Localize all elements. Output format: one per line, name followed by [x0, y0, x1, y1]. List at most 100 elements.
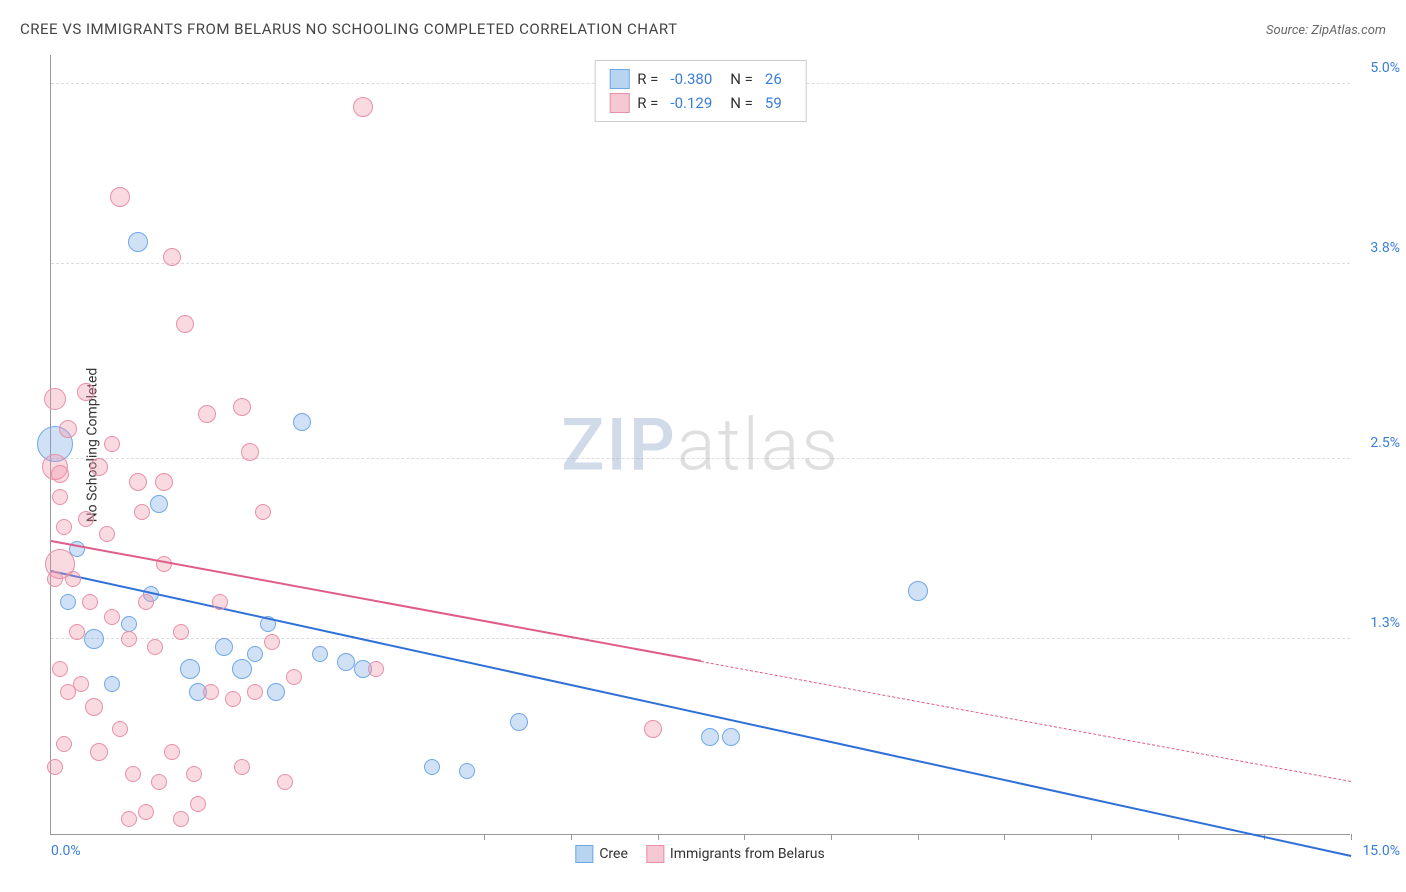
x-tick — [1091, 834, 1092, 840]
scatter-point-cree — [121, 616, 137, 632]
scatter-point-belarus — [47, 759, 63, 775]
source-attribution: Source: ZipAtlas.com — [1266, 23, 1386, 38]
legend-swatch — [575, 845, 593, 863]
x-tick — [658, 834, 659, 840]
scatter-point-belarus — [52, 489, 68, 505]
scatter-point-belarus — [353, 97, 373, 117]
scatter-point-cree — [337, 653, 355, 671]
y-tick-label: 3.8% — [1370, 240, 1400, 256]
series-legend: CreeImmigrants from Belarus — [575, 845, 824, 863]
watermark: ZIPatlas — [561, 402, 840, 487]
scatter-point-belarus — [173, 811, 189, 827]
x-tick — [571, 834, 572, 840]
scatter-point-belarus — [225, 691, 241, 707]
scatter-point-belarus — [47, 571, 63, 587]
scatter-point-belarus — [134, 504, 150, 520]
scatter-point-cree — [293, 413, 311, 431]
scatter-point-belarus — [44, 388, 66, 410]
scatter-point-belarus — [644, 720, 662, 738]
scatter-point-belarus — [121, 811, 137, 827]
x-tick — [484, 834, 485, 840]
scatter-point-belarus — [99, 526, 115, 542]
scatter-point-belarus — [190, 796, 206, 812]
scatter-point-belarus — [286, 669, 302, 685]
scatter-point-belarus — [77, 383, 95, 401]
scatter-point-belarus — [56, 519, 72, 535]
scatter-point-cree — [908, 581, 928, 601]
scatter-point-belarus — [65, 571, 81, 587]
x-tick — [744, 834, 745, 840]
scatter-point-cree — [60, 594, 76, 610]
chart-title: CREE VS IMMIGRANTS FROM BELARUS NO SCHOO… — [20, 20, 678, 38]
scatter-point-belarus — [90, 743, 108, 761]
scatter-point-belarus — [277, 774, 293, 790]
scatter-point-belarus — [51, 465, 69, 483]
scatter-point-belarus — [198, 405, 216, 423]
scatter-point-belarus — [155, 473, 173, 491]
x-tick-label: 15.0% — [1362, 843, 1400, 859]
scatter-point-belarus — [234, 759, 250, 775]
legend-swatch — [609, 93, 629, 113]
scatter-point-belarus — [82, 594, 98, 610]
scatter-point-cree — [247, 646, 263, 662]
legend-row-belarus: R = -0.129N = 59 — [609, 91, 792, 115]
scatter-point-belarus — [104, 609, 120, 625]
scatter-point-cree — [424, 759, 440, 775]
trend-line — [701, 661, 1351, 782]
scatter-point-cree — [510, 713, 528, 731]
y-tick-label: 1.3% — [1370, 615, 1400, 631]
y-tick-label: 2.5% — [1370, 435, 1400, 451]
scatter-point-cree — [150, 495, 168, 513]
scatter-point-cree — [180, 659, 200, 679]
scatter-point-belarus — [368, 661, 384, 677]
legend-row-cree: R = -0.380N = 26 — [609, 67, 792, 91]
scatter-point-belarus — [255, 504, 271, 520]
scatter-point-belarus — [112, 721, 128, 737]
scatter-point-belarus — [176, 315, 194, 333]
scatter-point-belarus — [73, 676, 89, 692]
x-tick — [918, 834, 919, 840]
legend-swatch — [646, 845, 664, 863]
scatter-point-belarus — [147, 639, 163, 655]
scatter-point-belarus — [163, 248, 181, 266]
scatter-point-belarus — [56, 736, 72, 752]
y-tick-label: 5.0% — [1370, 60, 1400, 76]
scatter-point-belarus — [233, 398, 251, 416]
scatter-point-cree — [459, 763, 475, 779]
scatter-point-belarus — [138, 804, 154, 820]
scatter-point-belarus — [125, 766, 141, 782]
trend-line — [51, 570, 1351, 857]
scatter-point-belarus — [247, 684, 263, 700]
scatter-point-belarus — [52, 661, 68, 677]
scatter-point-cree — [701, 728, 719, 746]
scatter-point-belarus — [164, 744, 180, 760]
gridline — [51, 638, 1350, 639]
gridline — [51, 263, 1350, 264]
scatter-point-cree — [84, 629, 104, 649]
legend-item-belarus: Immigrants from Belarus — [646, 845, 825, 863]
x-tick — [831, 834, 832, 840]
scatter-point-cree — [104, 676, 120, 692]
x-tick — [1351, 834, 1352, 840]
scatter-point-belarus — [173, 624, 189, 640]
scatter-point-belarus — [110, 187, 130, 207]
legend-swatch — [609, 69, 629, 89]
scatter-point-cree — [267, 683, 285, 701]
chart-container: No Schooling Completed ZIPatlas R = -0.3… — [50, 55, 1350, 835]
scatter-point-cree — [128, 232, 148, 252]
scatter-point-cree — [232, 659, 252, 679]
x-tick — [1004, 834, 1005, 840]
x-tick-label: 0.0% — [51, 843, 81, 859]
scatter-point-belarus — [241, 443, 259, 461]
scatter-point-belarus — [138, 594, 154, 610]
plot-area: ZIPatlas R = -0.380N = 26R = -0.129N = 5… — [50, 55, 1350, 835]
scatter-point-belarus — [85, 698, 103, 716]
scatter-point-belarus — [264, 634, 280, 650]
scatter-point-belarus — [69, 624, 85, 640]
correlation-legend: R = -0.380N = 26R = -0.129N = 59 — [594, 60, 807, 122]
x-tick — [1178, 834, 1179, 840]
scatter-point-belarus — [59, 420, 77, 438]
scatter-point-cree — [215, 638, 233, 656]
scatter-point-belarus — [151, 774, 167, 790]
scatter-point-belarus — [90, 458, 108, 476]
